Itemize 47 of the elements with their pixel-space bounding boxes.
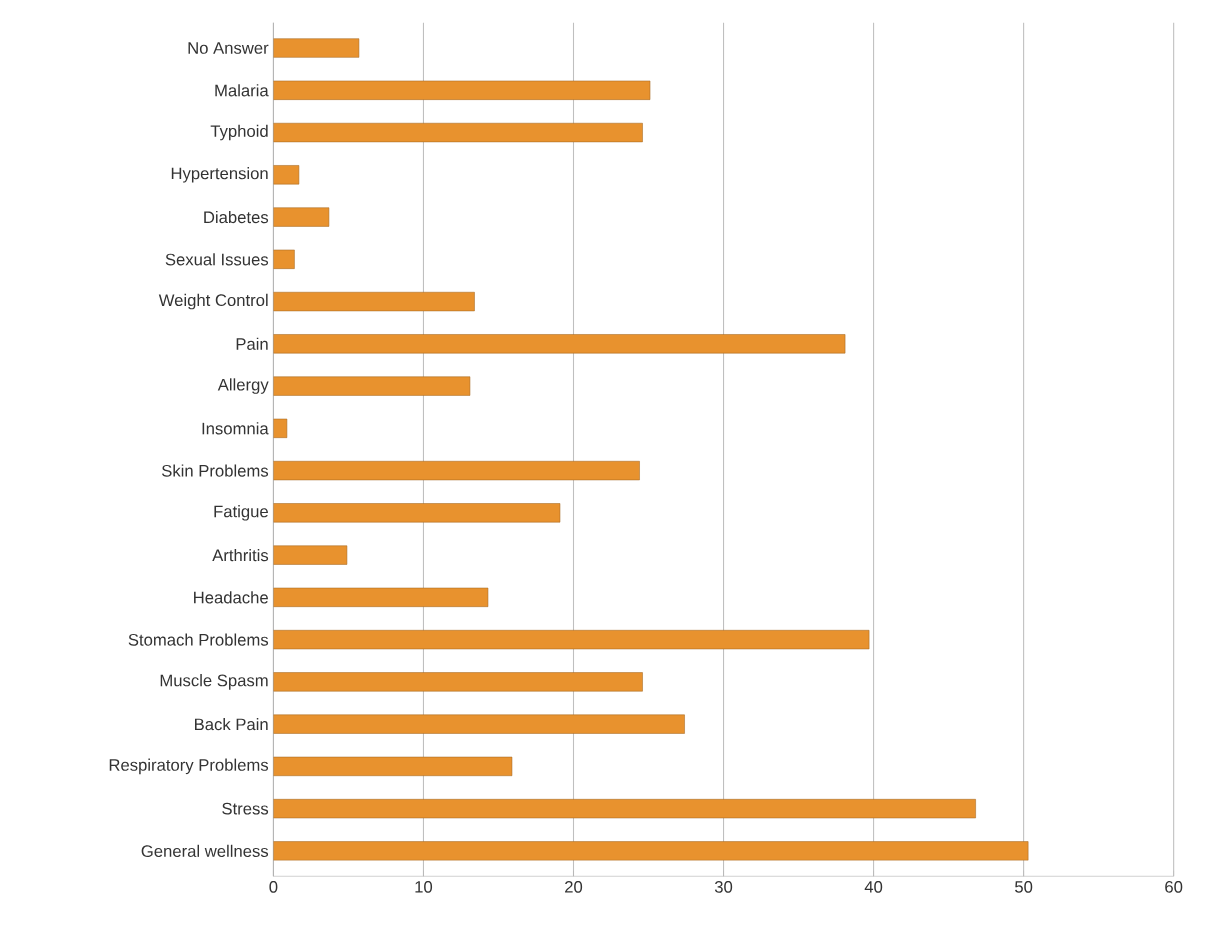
y-tick-label: Stress [222, 802, 269, 815]
bar [273, 207, 330, 227]
bar [273, 630, 870, 650]
y-tick-label: Typhoid [210, 124, 268, 141]
x-tick-label: 0 [269, 881, 278, 893]
y-tick-label: Fatigue [214, 505, 268, 521]
bar [273, 123, 643, 143]
y-tick-label: No Answer [188, 42, 269, 55]
y-tick-label: Allergy [217, 378, 269, 395]
y-tick-label: Sexual Issues [165, 253, 269, 266]
y-tick-label: Back Pain [195, 718, 268, 731]
y-tick-label: Diabetes [204, 211, 269, 224]
bar [273, 249, 295, 270]
bar [273, 672, 643, 692]
y-tick-label: Insomnia [202, 422, 269, 435]
y-tick-label: Weight Control [158, 293, 268, 310]
y-tick-label: Muscle Spasm [160, 674, 268, 690]
bar [273, 461, 640, 481]
x-tick-label: 60 [1165, 881, 1183, 893]
y-tick-label: Stomach Problems [128, 633, 269, 646]
x-tick-label: 10 [415, 881, 433, 893]
bar [273, 714, 685, 734]
bar [273, 756, 513, 777]
y-tick-label: Malaria [215, 84, 269, 97]
bar [273, 334, 846, 354]
y-tick-label: General wellness [141, 844, 269, 858]
y-tick-label: Pain [236, 337, 268, 351]
x-tick-label: 30 [714, 881, 733, 893]
bar [273, 799, 976, 819]
y-tick-label: Respiratory Problems [109, 758, 269, 775]
bar [273, 376, 471, 396]
bar [273, 841, 1029, 861]
bar [273, 292, 475, 312]
y-tick-label: Arthritis [212, 549, 269, 562]
x-tick-label: 40 [864, 881, 883, 893]
bar [273, 418, 288, 439]
y-tick-label: Skin Problems [161, 464, 269, 477]
x-tick-label: 50 [1015, 881, 1033, 893]
bar [273, 587, 489, 608]
bar [273, 545, 348, 565]
y-tick-label: Hypertension [171, 167, 268, 183]
bar [273, 80, 651, 101]
x-tick-label: 20 [565, 881, 583, 893]
bar [273, 165, 300, 185]
y-tick-label: Headache [194, 591, 268, 604]
bar [273, 503, 561, 523]
bar [273, 38, 360, 58]
